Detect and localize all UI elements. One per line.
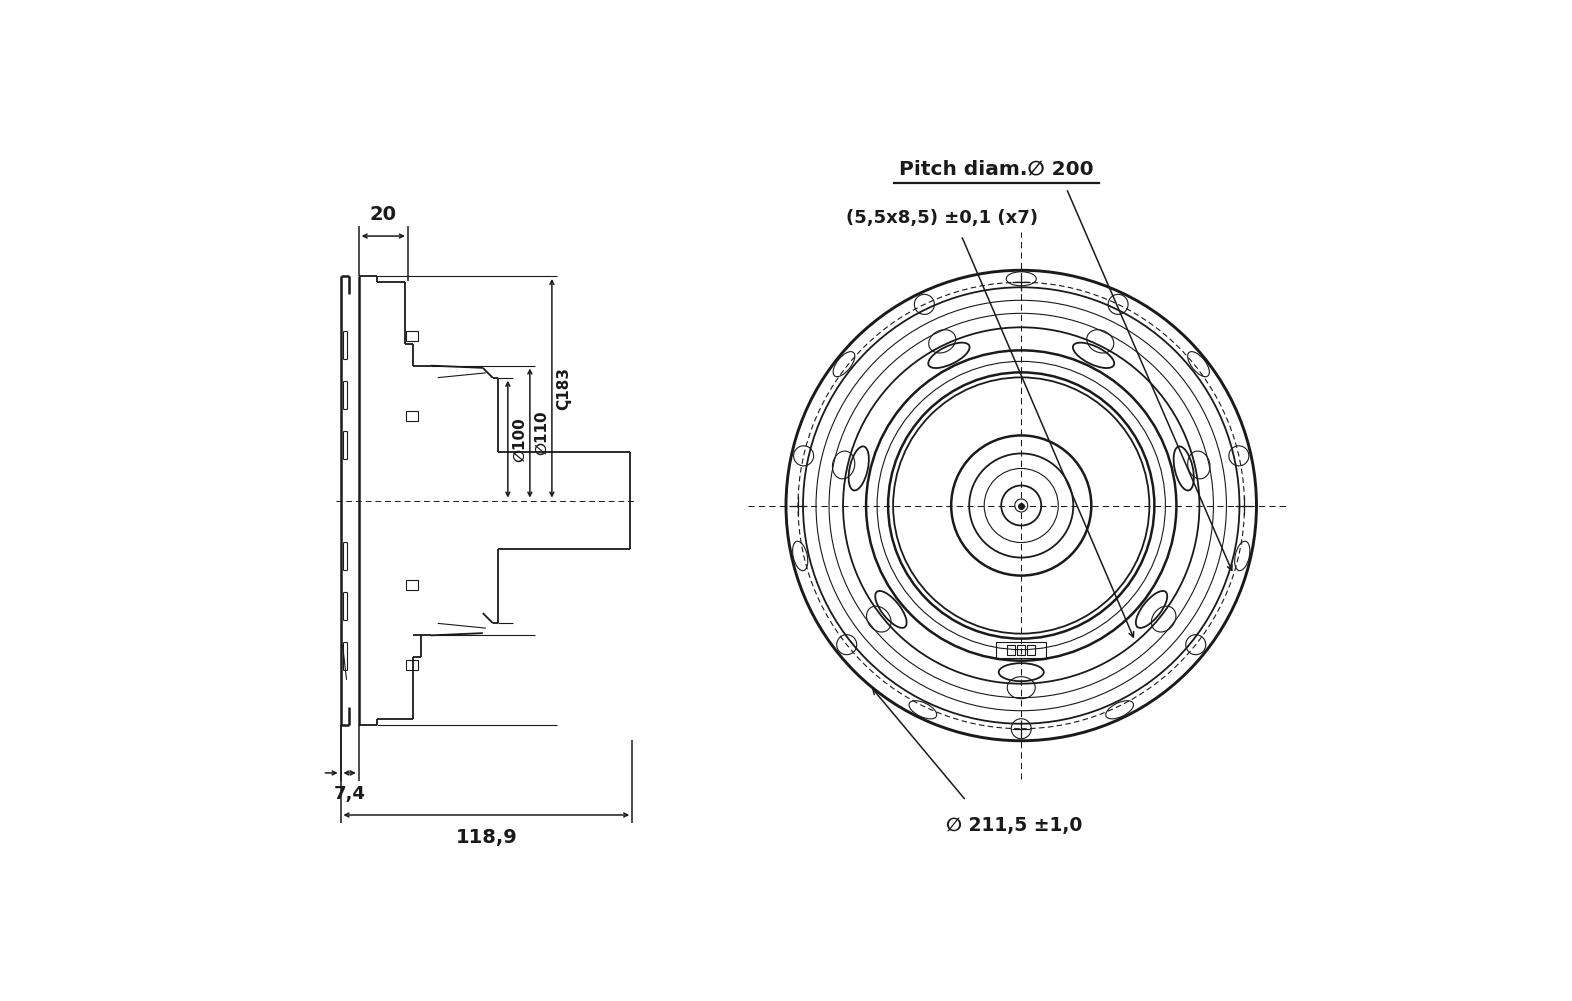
Bar [406, 660, 418, 670]
Bar [406, 580, 418, 590]
Bar [406, 411, 418, 421]
Text: ∅100: ∅100 [512, 416, 527, 461]
Text: Pitch diam.∅ 200: Pitch diam.∅ 200 [899, 159, 1094, 178]
Bar [1017, 645, 1025, 655]
Text: (5,5x8,5) ±0,1 (x7): (5,5x8,5) ±0,1 (x7) [846, 209, 1038, 227]
Bar [1008, 645, 1016, 655]
Text: ↅ183: ↅ183 [556, 366, 571, 409]
Bar [1027, 645, 1036, 655]
Text: 20: 20 [369, 205, 396, 224]
Text: 118,9: 118,9 [456, 828, 517, 847]
Text: 7,4: 7,4 [333, 785, 366, 803]
Text: ∅ 211,5 ±1,0: ∅ 211,5 ±1,0 [946, 816, 1083, 835]
Bar [406, 331, 418, 341]
Text: ∅110: ∅110 [534, 410, 549, 455]
Bar [997, 642, 1047, 658]
